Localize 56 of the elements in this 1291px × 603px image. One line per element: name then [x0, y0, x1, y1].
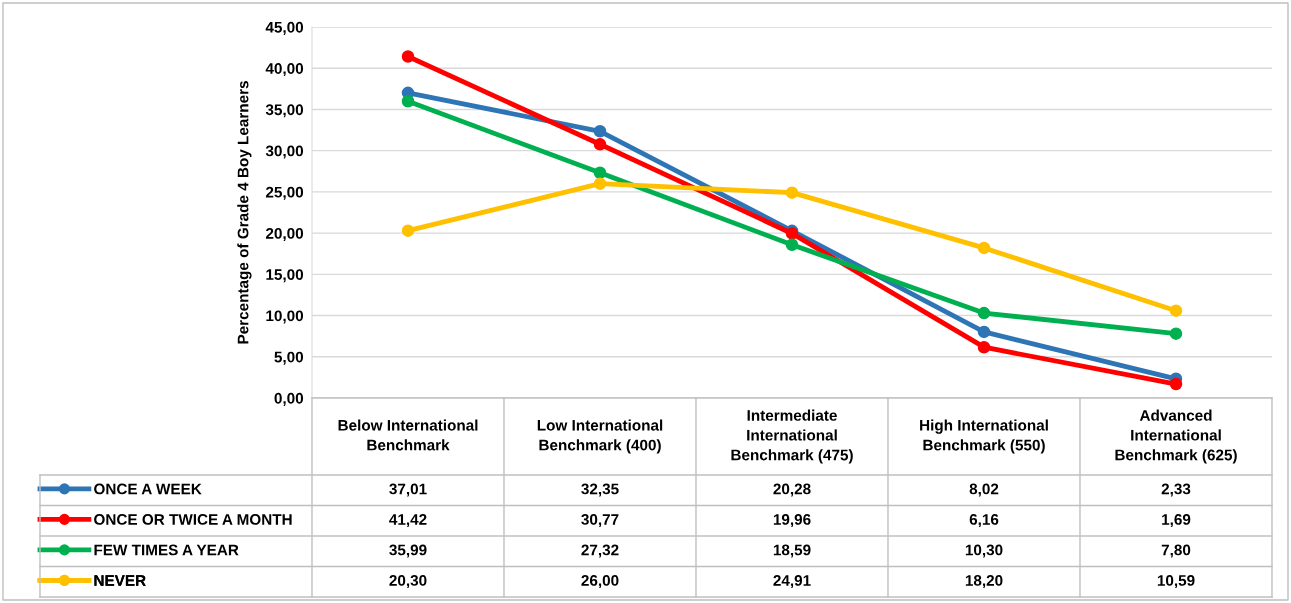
data-label: 26,00 [581, 575, 619, 589]
data-label: 37,01 [389, 483, 427, 497]
data-label: 27,32 [581, 544, 619, 558]
data-label: 1,69 [1162, 514, 1191, 528]
legend-label: NEVER [94, 575, 146, 586]
point [977, 241, 991, 255]
point [977, 325, 991, 339]
point [977, 340, 991, 354]
y-tick-label: 40,00 [265, 63, 304, 77]
data-label: 32,35 [581, 483, 619, 497]
y-tick-label: 10,00 [266, 310, 304, 324]
y-tick-label: 0,00 [274, 392, 304, 406]
data-label: 2,33 [1161, 483, 1191, 497]
data-label: 10,30 [965, 544, 1003, 558]
data-label: 30,77 [581, 514, 619, 528]
x-tick-label: Below International Benchmark [338, 419, 478, 451]
point [785, 238, 799, 251]
point [1169, 327, 1183, 340]
y-tick-label: 25,00 [265, 186, 304, 200]
data-label: 20,30 [389, 575, 427, 589]
data-label: 41,42 [389, 514, 427, 528]
data-label: 7,80 [1161, 544, 1191, 558]
legend-label: FEW TIMES A YEAR [94, 544, 239, 556]
point [593, 177, 607, 190]
point [593, 138, 607, 151]
data-label: 20,28 [773, 483, 811, 497]
y-tick-label: 20,00 [265, 227, 304, 242]
data-label: 18,59 [773, 544, 811, 558]
data-label: 6,16 [969, 514, 999, 528]
y-tick-label: 35,00 [265, 104, 304, 118]
y-tick-label: 15,00 [266, 269, 304, 283]
y-tick-label: 30,00 [265, 145, 304, 159]
data-label: 24,91 [773, 575, 811, 589]
point [401, 50, 415, 63]
x-tick-label: Advanced International Benchmark (625) [1115, 409, 1237, 464]
x-tick-label: Low International Benchmark (400) [537, 419, 663, 454]
y-tick-label: 45,00 [265, 21, 304, 35]
y-tick-label: 5,00 [274, 351, 304, 365]
point [977, 306, 991, 320]
point [593, 125, 607, 138]
x-tick-label: Intermediate International Benchmark (475) [731, 409, 853, 464]
point [1169, 377, 1183, 391]
data-label: 10,59 [1157, 575, 1195, 589]
y-axis-title: Percentage of Grade 4 Boy Learners [237, 81, 252, 344]
legend-label: ONCE A WEEK [94, 483, 202, 495]
point [593, 166, 607, 180]
point [401, 224, 415, 237]
data-label: 8,02 [969, 483, 999, 497]
data-label: 18,20 [965, 575, 1003, 589]
point [785, 186, 799, 199]
x-tick-label: High International Benchmark (550) [920, 419, 1048, 454]
point [1169, 304, 1183, 317]
legend-label: ONCE OR TWICE A MONTH [94, 514, 292, 525]
data-label: 35,99 [389, 544, 427, 558]
data-label: 19,96 [773, 514, 811, 528]
point [401, 95, 415, 108]
